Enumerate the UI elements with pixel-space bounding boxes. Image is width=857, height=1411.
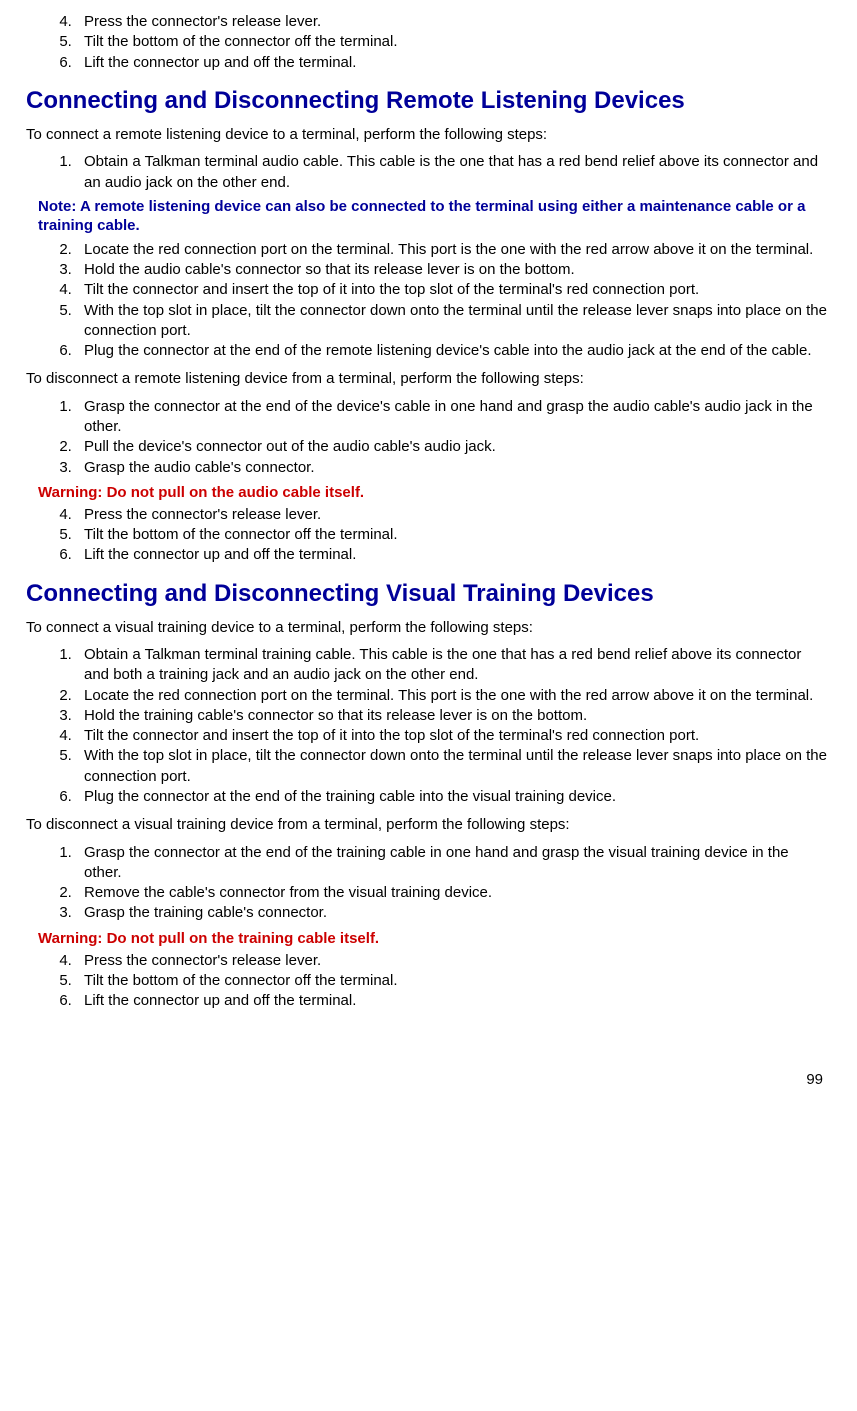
list-item: Plug the connector at the end of the tra… [76,787,827,807]
list-item: Hold the training cable's connector so t… [76,706,827,726]
note-text: Note: A remote listening device can also… [38,197,827,236]
list-item: Obtain a Talkman terminal audio cable. T… [76,152,827,193]
list-item: Grasp the connector at the end of the tr… [76,843,827,884]
list-item: Lift the connector up and off the termin… [76,545,827,565]
intro-paragraph: To disconnect a visual training device f… [26,815,827,835]
list-item: Press the connector's release lever. [76,951,827,971]
list-item: Tilt the bottom of the connector off the… [76,525,827,545]
page-content: Press the connector's release lever. Til… [0,0,857,1118]
warning-text: Warning: Do not pull on the audio cable … [38,484,827,501]
page-number: 99 [26,1071,827,1088]
list-item: Lift the connector up and off the termin… [76,53,827,73]
intro-paragraph: To connect a visual training device to a… [26,618,827,638]
ordered-list: Obtain a Talkman terminal audio cable. T… [26,152,827,193]
list-item: Lift the connector up and off the termin… [76,991,827,1011]
ordered-list: Obtain a Talkman terminal training cable… [26,645,827,807]
list-item: Grasp the audio cable's connector. [76,458,827,478]
list-item: With the top slot in place, tilt the con… [76,746,827,787]
ordered-list: Grasp the connector at the end of the de… [26,397,827,478]
list-item: Obtain a Talkman terminal training cable… [76,645,827,686]
list-item: Locate the red connection port on the te… [76,240,827,260]
list-item: Tilt the bottom of the connector off the… [76,32,827,52]
ordered-list: Press the connector's release lever. Til… [26,505,827,566]
list-item: Plug the connector at the end of the rem… [76,341,827,361]
list-item: Pull the device's connector out of the a… [76,437,827,457]
intro-paragraph: To connect a remote listening device to … [26,125,827,145]
list-item: Locate the red connection port on the te… [76,686,827,706]
section-heading-remote: Connecting and Disconnecting Remote List… [26,87,827,115]
list-item: With the top slot in place, tilt the con… [76,301,827,342]
section-heading-visual: Connecting and Disconnecting Visual Trai… [26,580,827,608]
list-item: Remove the cable's connector from the vi… [76,883,827,903]
ordered-list: Locate the red connection port on the te… [26,240,827,362]
top-ordered-list: Press the connector's release lever. Til… [26,12,827,73]
list-item: Hold the audio cable's connector so that… [76,260,827,280]
list-item: Press the connector's release lever. [76,505,827,525]
intro-paragraph: To disconnect a remote listening device … [26,369,827,389]
list-item: Tilt the connector and insert the top of… [76,726,827,746]
ordered-list: Grasp the connector at the end of the tr… [26,843,827,924]
warning-text: Warning: Do not pull on the training cab… [38,930,827,947]
list-item: Tilt the connector and insert the top of… [76,280,827,300]
list-item: Grasp the training cable's connector. [76,903,827,923]
list-item: Press the connector's release lever. [76,12,827,32]
list-item: Grasp the connector at the end of the de… [76,397,827,438]
ordered-list: Press the connector's release lever. Til… [26,951,827,1012]
list-item: Tilt the bottom of the connector off the… [76,971,827,991]
